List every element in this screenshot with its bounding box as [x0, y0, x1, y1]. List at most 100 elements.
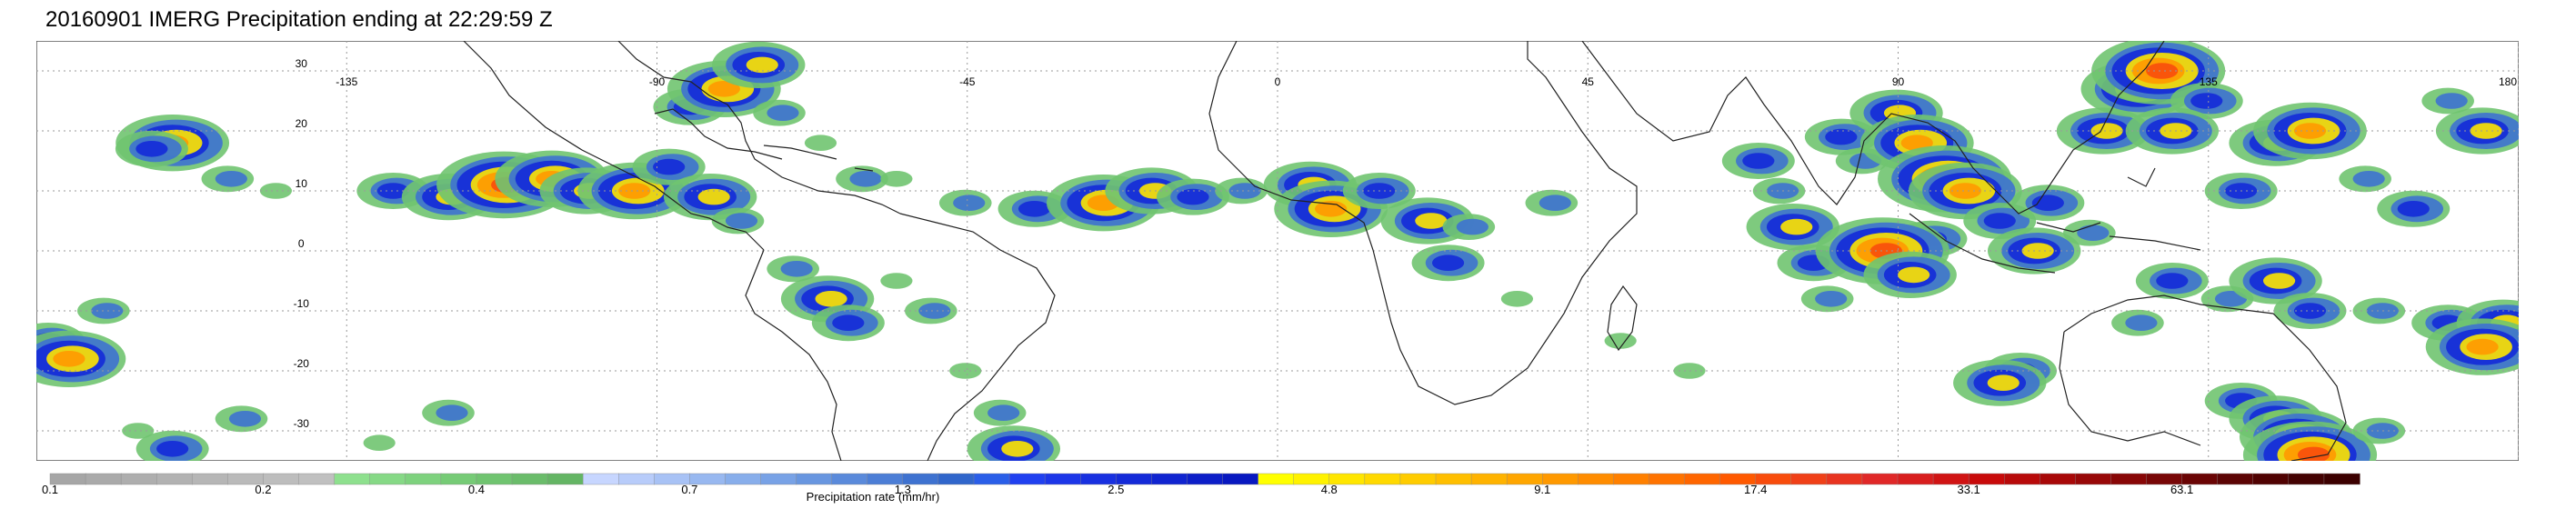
- precip-cell: [2063, 219, 2116, 246]
- precip-cell: [804, 135, 837, 151]
- precip-cell: [2253, 102, 2367, 160]
- colorbar-swatch: [2004, 473, 2041, 485]
- colorbar-swatch: [1044, 473, 1081, 485]
- lon-tick-label: -135: [336, 75, 357, 88]
- colorbar-swatch: [2075, 473, 2112, 485]
- map-title: 20160901 IMERG Precipitation ending at 2…: [45, 7, 553, 32]
- precip-cell: [2229, 257, 2322, 304]
- precip-cell: [1215, 177, 1268, 205]
- lat-tick-label: 10: [296, 177, 308, 190]
- colorbar-swatch: [1826, 473, 1863, 485]
- precip-cell: [1411, 245, 1485, 282]
- colorbar-swatches: [49, 473, 2360, 485]
- colorbar-label: 33.1: [1957, 483, 1980, 496]
- coastline-indonesia: [1909, 167, 2201, 274]
- colorbar: 0.10.20.40.71.32.54.89.117.433.163.1120.…: [42, 473, 2360, 504]
- colorbar-swatch: [1187, 473, 1224, 485]
- precip-cell: [712, 41, 806, 88]
- coastlines: [463, 41, 2347, 461]
- colorbar-label: 17.4: [1744, 483, 1767, 496]
- lat-tick-label: 0: [298, 237, 305, 250]
- lon-tick-label: 90: [1892, 75, 1905, 88]
- colorbar-swatch: [1790, 473, 1828, 485]
- coastline-south-america: [745, 213, 1056, 461]
- colorbar-swatch: [1470, 473, 1508, 485]
- colorbar-swatch: [1399, 473, 1437, 485]
- coastline-australia: [2059, 294, 2347, 461]
- precip-cell: [2435, 107, 2519, 155]
- colorbar-swatch: [2217, 473, 2254, 485]
- colorbar-label: 2.5: [1108, 483, 1124, 496]
- colorbar-swatch: [1613, 473, 1650, 485]
- precip-cell: [1746, 204, 1839, 251]
- precip-cell: [2377, 190, 2451, 227]
- precip-cell: [1442, 214, 1496, 240]
- lat-tick-label: 20: [296, 117, 308, 130]
- colorbar-swatch: [405, 473, 442, 485]
- colorbar-swatch: [546, 473, 584, 485]
- lat-tick-label: -10: [294, 297, 310, 310]
- precip-cell: [122, 423, 155, 439]
- colorbar-swatch: [1258, 473, 1295, 485]
- lon-tick-label: 45: [1582, 75, 1595, 88]
- colorbar-swatch: [2252, 473, 2290, 485]
- colorbar-swatch: [582, 473, 619, 485]
- precip-cell: [422, 399, 475, 426]
- colorbar-swatch: [2110, 473, 2148, 485]
- coastline-caribbean: [654, 108, 874, 172]
- colorbar-label: 0.2: [255, 483, 271, 496]
- precipitation-map: -135 -90 -45 0 45 90 135 180 30 20 10 0 -10 -20 -30: [36, 41, 2519, 461]
- lat-tick-label: -20: [294, 357, 310, 370]
- precip-cell: [1525, 189, 1579, 216]
- colorbar-swatch: [85, 473, 122, 485]
- lon-tick-label: -90: [649, 75, 666, 88]
- precip-cell: [259, 183, 293, 199]
- colorbar-swatch: [1151, 473, 1188, 485]
- colorbar-label: 4.8: [1321, 483, 1338, 496]
- colorbar-swatch: [1684, 473, 1721, 485]
- precip-cell: [2352, 417, 2406, 444]
- colorbar-swatch: [2288, 473, 2325, 485]
- precip-cell: [2273, 293, 2347, 329]
- colorbar-swatch: [1364, 473, 1401, 485]
- colorbar-swatch: [1861, 473, 1899, 485]
- axis-tick-labels: -135 -90 -45 0 45 90 135 180 30 20 10 0 -10 -20 -30: [294, 57, 2518, 430]
- precip-cell: [1804, 118, 1878, 155]
- lon-tick-label: 135: [2200, 75, 2218, 88]
- colorbar-swatch: [298, 473, 336, 485]
- colorbar-swatch: [1435, 473, 1472, 485]
- precip-cell: [135, 430, 209, 461]
- lat-tick-label: -30: [294, 417, 310, 430]
- colorbar-swatch: [334, 473, 371, 485]
- precip-cell: [632, 148, 706, 185]
- precip-cell: [2339, 165, 2391, 193]
- colorbar-swatch: [831, 473, 868, 485]
- colorbar-swatch: [760, 473, 797, 485]
- precip-cell: [2111, 309, 2164, 336]
- colorbar-swatch: [1897, 473, 1934, 485]
- precip-cell: [905, 297, 957, 324]
- precip-cell: [2135, 263, 2209, 299]
- coastline-asia-south: [1581, 41, 2165, 215]
- colorbar-swatch: [2323, 473, 2360, 485]
- colorbar-swatch: [120, 473, 157, 485]
- lat-tick-label: 30: [296, 57, 308, 70]
- colorbar-label: 0.4: [468, 483, 485, 496]
- coastline-madagascar: [1607, 284, 1638, 352]
- lon-tick-label: 0: [1275, 75, 1281, 88]
- precip-cell: [201, 165, 255, 193]
- colorbar-swatch: [796, 473, 833, 485]
- precip-cell: [2056, 107, 2150, 155]
- precip-cell: [2425, 318, 2519, 375]
- colorbar-title: Precipitation rate (mm/hr): [807, 490, 940, 504]
- precip-cell: [663, 174, 757, 221]
- coastline-north-america: [463, 41, 901, 251]
- precip-cell: [880, 273, 913, 289]
- colorbar-swatch: [725, 473, 762, 485]
- colorbar-labels: 0.10.20.40.71.32.54.89.117.433.163.1120.…: [42, 483, 2193, 496]
- coastline-africa: [1208, 41, 1638, 405]
- precip-cell: [767, 255, 819, 283]
- colorbar-swatch: [937, 473, 975, 485]
- precip-cell: [938, 189, 992, 216]
- colorbar-label: 0.7: [681, 483, 697, 496]
